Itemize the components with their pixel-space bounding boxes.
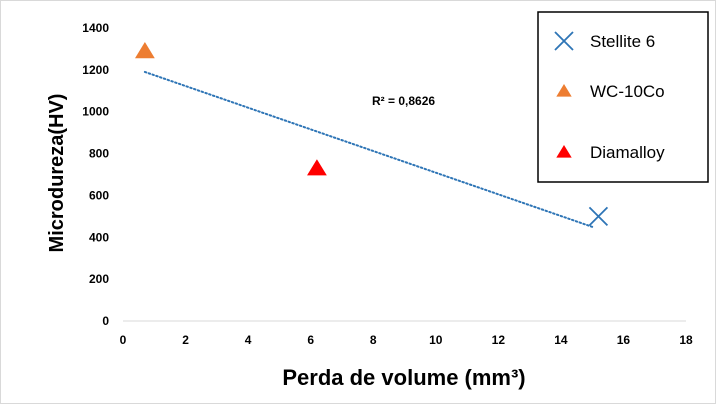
x-tick-label: 14 (554, 333, 568, 347)
y-tick-label: 800 (89, 147, 109, 161)
x-tick-label: 16 (617, 333, 631, 347)
trendline-group (143, 70, 594, 228)
x-tick-label: 12 (492, 333, 506, 347)
x-tick-label: 18 (679, 333, 693, 347)
x-tick-label: 10 (429, 333, 443, 347)
legend-label: Stellite 6 (590, 32, 655, 51)
y-tick-label: 1400 (82, 21, 109, 35)
data-point-diamalloy (307, 159, 327, 176)
y-tick-label: 600 (89, 188, 109, 202)
r-squared-label: R² = 0,8626 (372, 94, 435, 108)
x-axis-title: Perda de volume (mm³) (282, 365, 525, 390)
legend-label: Diamalloy (590, 143, 665, 162)
data-points (134, 42, 609, 226)
data-point-stellite-6 (588, 206, 609, 226)
y-tick-label: 400 (89, 230, 109, 244)
y-tick-label: 1200 (82, 63, 109, 77)
trendline (143, 70, 594, 228)
x-tick-label: 8 (370, 333, 377, 347)
x-tick-label: 2 (182, 333, 189, 347)
legend-marker (554, 31, 574, 51)
legend-marker (556, 84, 572, 97)
data-point-wc-10co (134, 42, 155, 59)
x-tick-label: 0 (120, 333, 127, 347)
x-tick-label: 6 (307, 333, 314, 347)
y-tick-label: 1000 (82, 105, 109, 119)
legend-marker (556, 145, 572, 158)
legend: Stellite 6 WC-10Co Diamalloy (537, 11, 709, 183)
x-axis-ticks: 0 2 4 6 8 10 12 14 16 18 (120, 333, 693, 347)
legend-label: WC-10Co (590, 82, 665, 101)
y-axis-title: Microdureza(HV) (46, 94, 68, 253)
y-tick-label: 200 (89, 272, 109, 286)
y-axis-ticks: 0 200 400 600 800 1000 1200 1400 (82, 21, 109, 328)
x-tick-label: 4 (245, 333, 252, 347)
y-tick-label: 0 (102, 314, 109, 328)
